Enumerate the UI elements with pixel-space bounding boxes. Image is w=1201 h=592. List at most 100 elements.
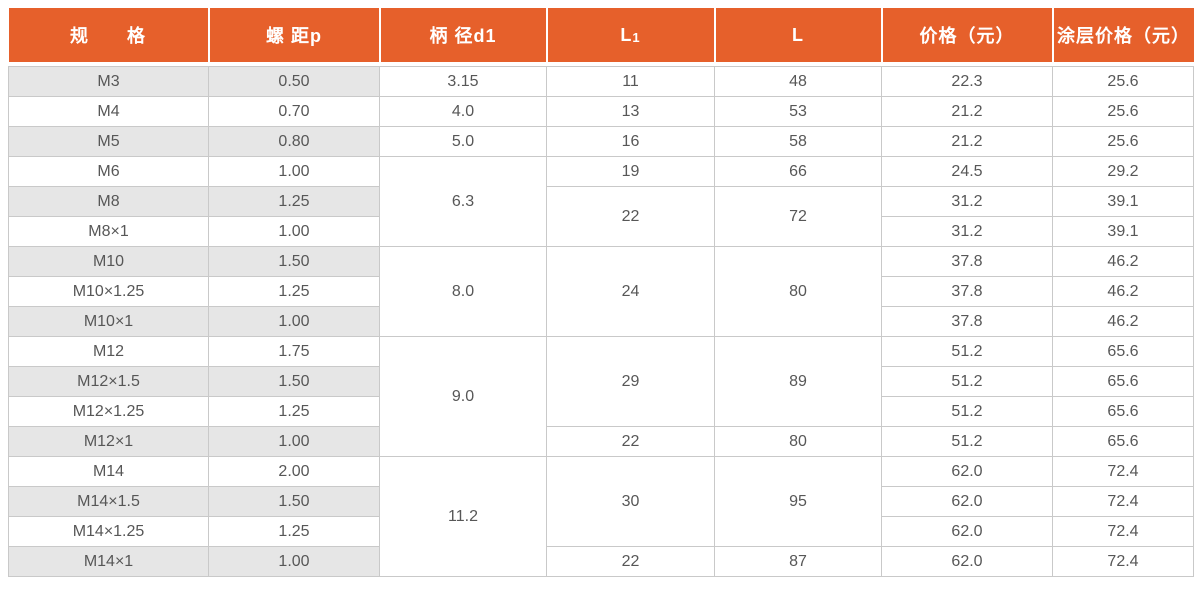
coated-price-cell: 46.2 [1052, 306, 1194, 337]
table-row: M3 0.50 3.15 11 48 22.3 25.6 [8, 66, 1194, 97]
l1-cell: 16 [546, 126, 715, 157]
table-row: M10 1.50 8.0 24 80 37.8 46.2 [8, 246, 1194, 337]
price-cell: 51.2 [881, 336, 1053, 367]
header-spec: 规 格 [8, 8, 209, 62]
coated-price-cell: 25.6 [1052, 66, 1194, 97]
price-cell: 51.2 [881, 396, 1053, 427]
header-l1-main: L [620, 24, 633, 45]
table-row: M8 1.25 22 72 31.2 39.1 [8, 186, 1194, 247]
l1-cell: 19 [546, 156, 715, 187]
coated-price-cell: 65.6 [1052, 336, 1194, 367]
l1-cell: 22 [546, 546, 715, 577]
spec-price-table: 规 格 螺 距p 柄 径d1 L1 L 价格（元） 涂层价格（元） M3 0.5… [8, 8, 1194, 577]
l1-cell: 29 [546, 336, 715, 427]
table-row: M14×1.5 1.50 62.0 72.4 [8, 486, 1194, 517]
spec-cell: M4 [8, 96, 209, 127]
coated-price-cell: 29.2 [1052, 156, 1194, 187]
price-cell: 37.8 [881, 306, 1053, 337]
header-shank-diameter: 柄 径d1 [378, 8, 547, 62]
pitch-cell: 0.80 [208, 126, 380, 157]
l1-cell: 22 [546, 426, 715, 457]
spec-cell: M12×1 [8, 426, 209, 457]
header-l1: L1 [545, 8, 715, 62]
l1-cell: 11 [546, 66, 715, 97]
l-cell: 80 [714, 246, 882, 337]
l-cell: 48 [714, 66, 882, 97]
pitch-cell: 1.50 [208, 366, 380, 397]
price-cell: 21.2 [881, 126, 1053, 157]
price-cell: 31.2 [881, 216, 1053, 247]
price-cell: 51.2 [881, 426, 1053, 457]
spec-cell: M10×1 [8, 306, 209, 337]
price-cell: 51.2 [881, 366, 1053, 397]
l-cell: 80 [714, 426, 882, 457]
coated-price-cell: 72.4 [1052, 516, 1194, 547]
shank-cell: 11.2 [379, 456, 547, 577]
coated-price-cell: 39.1 [1052, 186, 1194, 217]
shank-cell: 3.15 [379, 66, 547, 97]
pitch-cell: 2.00 [208, 456, 380, 487]
spec-cell: M8 [8, 186, 209, 217]
spec-cell: M5 [8, 126, 209, 157]
spec-cell: M10×1.25 [8, 276, 209, 307]
l-cell: 72 [714, 186, 882, 247]
spec-cell: M3 [8, 66, 209, 97]
coated-price-cell: 72.4 [1052, 546, 1194, 577]
l-cell: 66 [714, 156, 882, 187]
coated-price-cell: 39.1 [1052, 216, 1194, 247]
table-row: M8×1 1.00 31.2 39.1 [8, 216, 1194, 247]
coated-price-cell: 25.6 [1052, 96, 1194, 127]
spec-cell: M12 [8, 336, 209, 367]
header-l: L [713, 8, 882, 62]
header-row: 规 格 螺 距p 柄 径d1 L1 L 价格（元） 涂层价格（元） [8, 8, 1194, 62]
spec-cell: M14×1.25 [8, 516, 209, 547]
header-price: 价格（元） [880, 8, 1053, 62]
coated-price-cell: 65.6 [1052, 396, 1194, 427]
pitch-cell: 1.25 [208, 186, 380, 217]
pitch-cell: 1.00 [208, 306, 380, 337]
coated-price-cell: 72.4 [1052, 486, 1194, 517]
price-cell: 37.8 [881, 246, 1053, 277]
table-row: M10×1.25 1.25 37.8 46.2 [8, 276, 1194, 307]
shank-cell: 8.0 [379, 246, 547, 337]
price-cell: 31.2 [881, 186, 1053, 217]
spec-cell: M6 [8, 156, 209, 187]
shank-cell: 4.0 [379, 96, 547, 127]
coated-price-cell: 65.6 [1052, 366, 1194, 397]
pitch-cell: 1.00 [208, 546, 380, 577]
shank-cell: 9.0 [379, 336, 547, 457]
l1-cell: 30 [546, 456, 715, 547]
price-cell: 62.0 [881, 516, 1053, 547]
table-row: M4 0.70 4.0 13 53 21.2 25.6 [8, 96, 1194, 127]
price-cell: 21.2 [881, 96, 1053, 127]
pitch-cell: 0.50 [208, 66, 380, 97]
pitch-cell: 1.25 [208, 516, 380, 547]
pitch-cell: 1.00 [208, 216, 380, 247]
coated-price-cell: 25.6 [1052, 126, 1194, 157]
spec-cell: M14×1.5 [8, 486, 209, 517]
l-cell: 87 [714, 546, 882, 577]
pitch-cell: 1.25 [208, 276, 380, 307]
table-row: M14×1 1.00 22 87 62.0 72.4 [8, 546, 1194, 577]
l1-cell: 24 [546, 246, 715, 337]
pitch-cell: 1.00 [208, 156, 380, 187]
table-row: M5 0.80 5.0 16 58 21.2 25.6 [8, 126, 1194, 157]
spec-cell: M12×1.25 [8, 396, 209, 427]
header-gap [8, 62, 1194, 67]
table-header: 规 格 螺 距p 柄 径d1 L1 L 价格（元） 涂层价格（元） [8, 8, 1194, 62]
table-row: M14×1.25 1.25 62.0 72.4 [8, 516, 1194, 547]
price-cell: 62.0 [881, 546, 1053, 577]
spec-cell: M10 [8, 246, 209, 277]
l-cell: 89 [714, 336, 882, 427]
spec-cell: M8×1 [8, 216, 209, 247]
shank-cell: 5.0 [379, 126, 547, 157]
pitch-cell: 1.50 [208, 246, 380, 277]
spec-cell: M14×1 [8, 546, 209, 577]
header-l1-sub: 1 [632, 29, 641, 45]
price-cell: 62.0 [881, 456, 1053, 487]
page: 规 格 螺 距p 柄 径d1 L1 L 价格（元） 涂层价格（元） M3 0.5… [8, 8, 1194, 577]
header-pitch: 螺 距p [207, 8, 380, 62]
table-row: M12 1.75 9.0 29 89 51.2 65.6 [8, 336, 1194, 457]
pitch-cell: 1.50 [208, 486, 380, 517]
coated-price-cell: 46.2 [1052, 246, 1194, 277]
